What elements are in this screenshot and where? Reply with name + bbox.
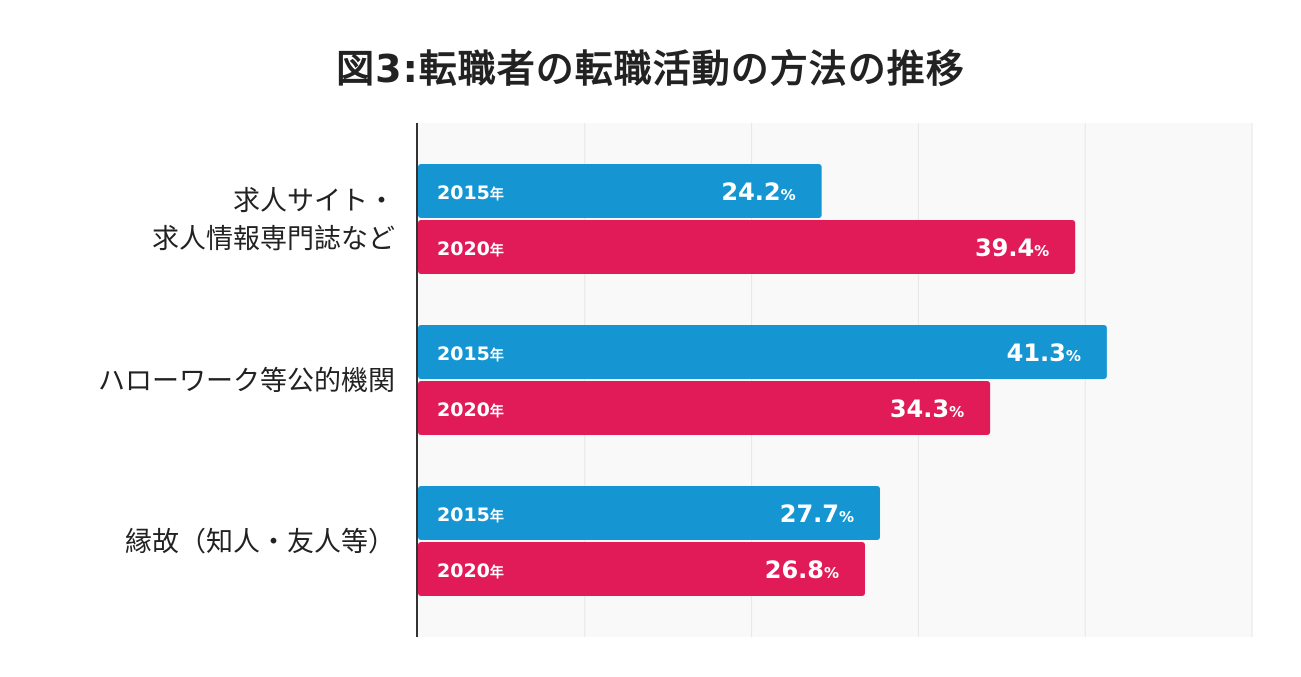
- category-label: 求人サイト・: [233, 186, 395, 217]
- category-label: 縁故（知人・友人等）: [125, 527, 395, 558]
- bar-year-label: 2015年: [437, 504, 504, 526]
- category-label: 求人情報専門誌など: [152, 224, 395, 255]
- bar-value-label: 39.4%: [975, 234, 1049, 262]
- bar-2020-1: [418, 381, 991, 435]
- bar-2015-0: [418, 164, 822, 218]
- bar-year-label: 2015年: [437, 343, 504, 365]
- category-label: ハローワーク等公的機関: [98, 366, 395, 397]
- bar-2015-1: [418, 325, 1107, 379]
- bar-value-label: 34.3%: [890, 395, 964, 423]
- bar-2020-2: [418, 542, 866, 596]
- bar-year-label: 2015年: [437, 182, 504, 204]
- bar-year-label: 2020年: [437, 560, 504, 582]
- chart-title: 図3:転職者の転職活動の方法の推移: [336, 47, 965, 91]
- bar-year-label: 2020年: [437, 238, 504, 260]
- bars-group: 2015年 24.2%2020年 39.4%2015年 41.3%2020年 34.3%…: [418, 164, 1107, 596]
- bar-2020-0: [418, 220, 1076, 274]
- bar-2015-2: [418, 486, 881, 540]
- bar-year-label: 2020年: [437, 399, 504, 421]
